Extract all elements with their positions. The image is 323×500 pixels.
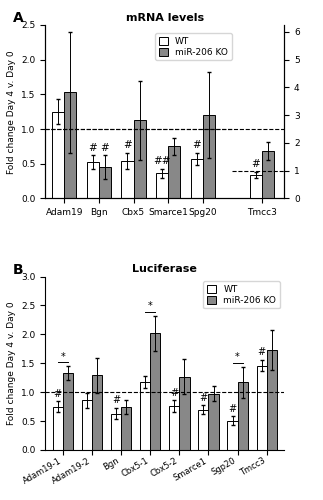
Text: #: # xyxy=(89,142,97,152)
Bar xyxy=(92,376,102,450)
Bar xyxy=(52,112,64,198)
Legend: WT, miR-206 KO: WT, miR-206 KO xyxy=(155,33,232,60)
Text: *: * xyxy=(235,352,240,362)
Title: mRNA levels: mRNA levels xyxy=(126,13,204,23)
Bar xyxy=(111,414,121,450)
Bar xyxy=(256,366,267,450)
Bar xyxy=(87,162,99,198)
Text: *: * xyxy=(60,352,65,362)
Bar xyxy=(238,382,248,450)
Bar xyxy=(64,92,77,198)
Text: #: # xyxy=(112,396,120,406)
Bar xyxy=(267,350,277,450)
Bar xyxy=(99,167,111,198)
Text: ##: ## xyxy=(153,156,171,166)
Bar xyxy=(82,400,92,450)
Bar xyxy=(203,115,215,198)
Bar xyxy=(121,161,133,198)
Bar xyxy=(150,333,160,450)
Text: #: # xyxy=(100,142,109,152)
Y-axis label: Fold change Day 4 v. Day 0: Fold change Day 4 v. Day 0 xyxy=(6,302,16,425)
Bar xyxy=(63,373,73,450)
Bar xyxy=(198,410,208,450)
Text: #: # xyxy=(123,140,132,150)
Bar xyxy=(53,406,63,450)
Bar xyxy=(133,120,146,198)
Text: A: A xyxy=(13,11,24,25)
Bar xyxy=(140,382,150,450)
Bar xyxy=(168,146,180,199)
Bar xyxy=(191,159,203,198)
Text: #: # xyxy=(257,348,266,358)
Bar xyxy=(169,406,179,450)
Legend: WT, miR-206 KO: WT, miR-206 KO xyxy=(203,281,280,308)
Bar xyxy=(179,376,190,450)
Bar xyxy=(262,152,274,198)
Bar xyxy=(156,174,168,199)
Text: #: # xyxy=(199,393,207,403)
Text: #: # xyxy=(251,159,260,169)
Text: B: B xyxy=(13,262,24,276)
Text: #: # xyxy=(170,388,178,398)
Bar xyxy=(250,175,262,199)
Text: *: * xyxy=(148,301,152,311)
Text: #: # xyxy=(228,404,236,413)
Y-axis label: Fold change Day 4 v. Day 0: Fold change Day 4 v. Day 0 xyxy=(6,50,16,174)
Title: Luciferase: Luciferase xyxy=(132,264,197,274)
Text: #: # xyxy=(54,388,62,398)
Bar xyxy=(121,406,131,450)
Bar xyxy=(227,420,238,450)
Bar xyxy=(208,394,219,450)
Text: #: # xyxy=(193,140,201,150)
